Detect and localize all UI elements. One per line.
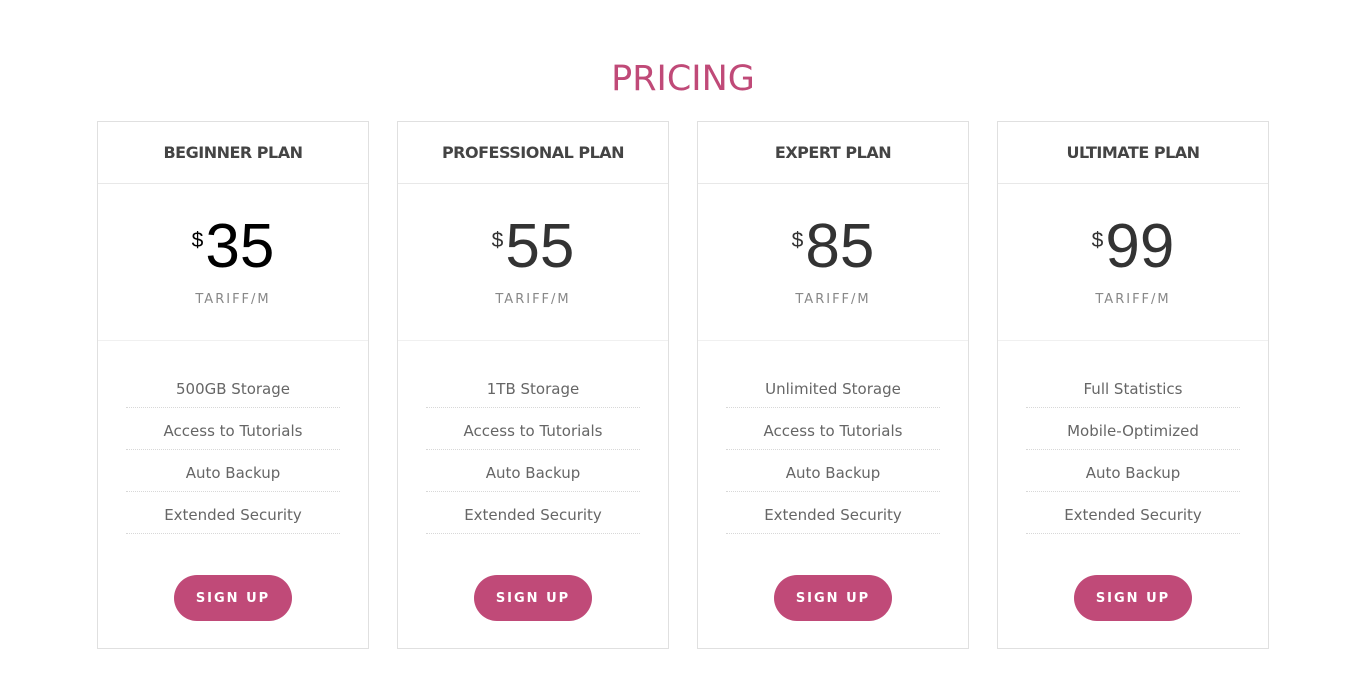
price-section: $99 TARIFF/M	[998, 184, 1268, 341]
price-section: $55 TARIFF/M	[398, 184, 668, 341]
feature-list: Unlimited Storage Access to Tutorials Auto…	[726, 366, 940, 534]
pricing-card: ULTIMATE PLAN $99 TARIFF/M Full Statisti…	[997, 121, 1269, 649]
pricing-card: PROFESSIONAL PLAN $55 TARIFF/M 1TB Stora…	[397, 121, 669, 649]
price-section: $85 TARIFF/M	[698, 184, 968, 341]
feature-item: Auto Backup	[426, 450, 640, 492]
price-value: 55	[505, 212, 575, 281]
plan-name: ULTIMATE PLAN	[998, 122, 1268, 184]
currency-symbol: $	[191, 229, 204, 252]
sign-up-button[interactable]: SIGN UP	[774, 575, 892, 621]
feature-item: Mobile-Optimized	[1026, 408, 1240, 450]
price-period: TARIFF/M	[795, 292, 871, 307]
currency-symbol: $	[491, 229, 504, 252]
price-period: TARIFF/M	[195, 292, 271, 307]
sign-up-button[interactable]: SIGN UP	[174, 575, 292, 621]
feature-item: Access to Tutorials	[426, 408, 640, 450]
plan-price: $35	[98, 212, 368, 282]
plan-price: $99	[998, 212, 1268, 282]
price-section: $35 TARIFF/M	[98, 184, 368, 341]
price-value: 85	[805, 212, 875, 281]
sign-up-button[interactable]: SIGN UP	[474, 575, 592, 621]
price-period: TARIFF/M	[1095, 292, 1171, 307]
page-title: PRICING	[611, 59, 755, 100]
plan-name: PROFESSIONAL PLAN	[398, 122, 668, 184]
pricing-cards: BEGINNER PLAN $35 TARIFF/M 500GB Storage…	[97, 121, 1269, 649]
currency-symbol: $	[791, 229, 804, 252]
feature-list: 1TB Storage Access to Tutorials Auto Backu…	[426, 366, 640, 534]
feature-item: Extended Security	[1026, 492, 1240, 534]
feature-item: Extended Security	[126, 492, 340, 534]
plan-price: $85	[698, 212, 968, 282]
pricing-card: EXPERT PLAN $85 TARIFF/M Unlimited Stora…	[697, 121, 969, 649]
feature-item: Access to Tutorials	[726, 408, 940, 450]
feature-item: 500GB Storage	[126, 366, 340, 408]
feature-item: Auto Backup	[1026, 450, 1240, 492]
plan-name: BEGINNER PLAN	[98, 122, 368, 184]
plan-price: $55	[398, 212, 668, 282]
feature-item: Access to Tutorials	[126, 408, 340, 450]
price-period: TARIFF/M	[495, 292, 571, 307]
pricing-card: BEGINNER PLAN $35 TARIFF/M 500GB Storage…	[97, 121, 369, 649]
currency-symbol: $	[1091, 229, 1104, 252]
feature-list: Full Statistics Mobile-Optimized Auto Back…	[1026, 366, 1240, 534]
feature-item: 1TB Storage	[426, 366, 640, 408]
feature-item: Unlimited Storage	[726, 366, 940, 408]
price-value: 35	[205, 212, 275, 281]
price-value: 99	[1105, 212, 1175, 281]
feature-item: Full Statistics	[1026, 366, 1240, 408]
plan-name: EXPERT PLAN	[698, 122, 968, 184]
feature-item: Extended Security	[726, 492, 940, 534]
feature-item: Extended Security	[426, 492, 640, 534]
feature-list: 500GB Storage Access to Tutorials Auto Bac…	[126, 366, 340, 534]
sign-up-button[interactable]: SIGN UP	[1074, 575, 1192, 621]
feature-item: Auto Backup	[726, 450, 940, 492]
feature-item: Auto Backup	[126, 450, 340, 492]
